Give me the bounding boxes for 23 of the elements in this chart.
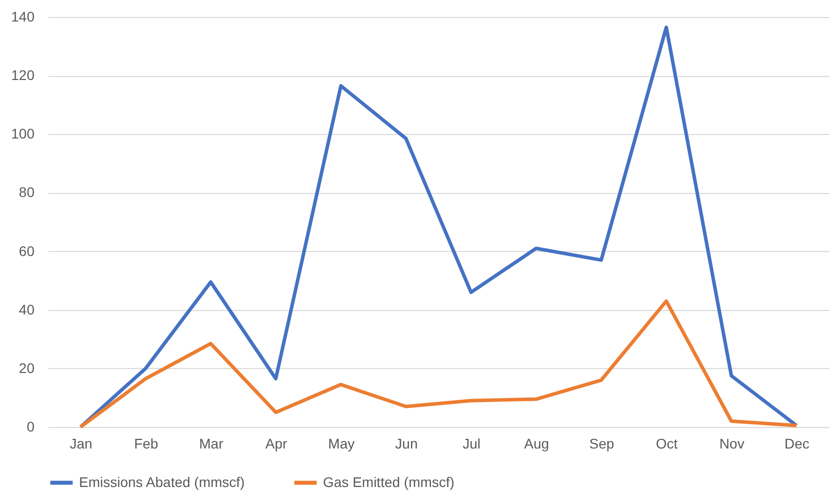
y-tick-label: 120 <box>11 67 35 84</box>
y-tick-label: 60 <box>18 242 35 259</box>
y-tick-label: 140 <box>11 8 35 24</box>
line-series <box>78 299 798 429</box>
x-tick-label: Nov <box>719 436 744 452</box>
y-tick-label: 40 <box>18 301 35 318</box>
x-tick-label: Sep <box>589 436 614 452</box>
y-tick-label: 0 <box>26 418 35 434</box>
x-tick-label: Mar <box>199 436 224 452</box>
x-tick-label: Apr <box>265 436 288 452</box>
x-tick-label: Oct <box>656 436 678 452</box>
x-tick-label: Jan <box>70 436 92 452</box>
y-tick-label: 100 <box>11 126 35 142</box>
x-tick-label: Jun <box>395 436 418 452</box>
x-tick-label: Feb <box>134 436 158 452</box>
x-tick-label: May <box>328 436 355 452</box>
y-tick-label: 80 <box>18 184 35 200</box>
legend-label: Gas Emitted (mmscf) <box>323 474 454 490</box>
legend-label: Emissions Abated (mmscf) <box>79 474 245 490</box>
x-tick-label: Jul <box>462 436 480 452</box>
x-tick-label: Aug <box>524 436 550 452</box>
y-tick-label: 20 <box>18 360 35 376</box>
x-tick-label: Dec <box>784 436 810 452</box>
